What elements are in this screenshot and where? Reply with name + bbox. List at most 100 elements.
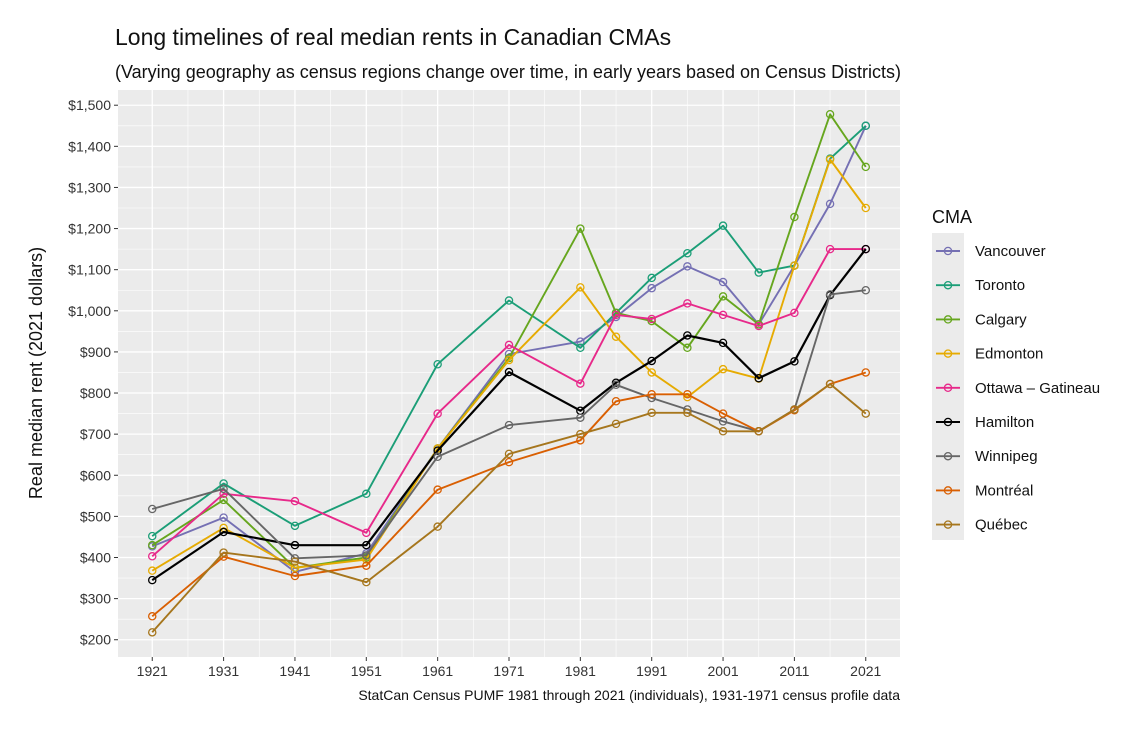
data-point xyxy=(718,338,728,348)
data-point xyxy=(683,299,692,308)
data-point xyxy=(362,561,371,570)
series-qu-bec xyxy=(147,379,871,637)
data-point xyxy=(825,244,835,254)
legend-label: Toronto xyxy=(975,277,1025,294)
data-point xyxy=(576,413,585,422)
data-point xyxy=(718,364,728,374)
legend-key-point xyxy=(943,246,953,256)
data-point xyxy=(718,409,728,418)
data-point xyxy=(576,429,585,439)
data-point xyxy=(825,199,835,209)
data-point xyxy=(504,457,514,467)
data-point xyxy=(362,551,371,560)
series-hamilton xyxy=(147,244,871,585)
data-point xyxy=(147,612,157,621)
data-point xyxy=(718,310,728,320)
series-ottawa-gatineau xyxy=(147,244,871,561)
data-point xyxy=(504,340,514,350)
y-tick-label: $1,000 xyxy=(68,303,111,319)
data-point xyxy=(683,248,692,258)
data-point xyxy=(647,283,656,293)
data-point xyxy=(147,540,157,550)
legend-key-point xyxy=(943,383,953,393)
y-tick-label: $700 xyxy=(80,426,111,442)
data-point xyxy=(504,296,514,305)
data-point xyxy=(290,521,300,531)
data-point xyxy=(362,540,371,550)
data-point xyxy=(825,110,835,119)
legend-title: CMA xyxy=(932,207,972,227)
data-point xyxy=(576,379,585,388)
x-tick-label: 1951 xyxy=(351,663,382,679)
data-point xyxy=(290,571,300,581)
data-point xyxy=(219,495,228,505)
legend-item: Hamilton xyxy=(936,414,1034,431)
data-point xyxy=(718,221,728,230)
legend-key-point xyxy=(943,280,953,290)
data-point xyxy=(611,397,621,406)
data-point xyxy=(219,479,228,488)
data-point xyxy=(861,409,871,418)
data-point xyxy=(362,489,371,499)
data-point xyxy=(433,446,442,455)
data-point xyxy=(647,273,656,283)
data-point xyxy=(718,292,728,301)
data-point xyxy=(576,337,585,346)
data-point xyxy=(825,379,835,389)
x-tick-label: 1921 xyxy=(137,663,168,679)
data-point xyxy=(861,121,871,131)
legend-item: Montréal xyxy=(936,482,1033,499)
data-point xyxy=(754,268,763,277)
data-point xyxy=(683,343,692,353)
data-point xyxy=(611,419,621,429)
series-edmonton xyxy=(147,155,871,575)
data-point xyxy=(861,244,871,254)
data-point xyxy=(647,408,656,418)
data-point xyxy=(433,409,442,418)
data-point xyxy=(147,531,157,541)
legend-label: Ottawa – Gatineau xyxy=(975,380,1100,397)
x-tick-label: 1941 xyxy=(279,663,310,679)
y-tick-label: $300 xyxy=(80,591,111,607)
data-point xyxy=(576,343,585,353)
y-tick-label: $1,100 xyxy=(68,262,111,278)
data-point xyxy=(683,408,692,418)
data-point xyxy=(825,290,835,299)
data-point xyxy=(147,504,157,514)
legend-label: Calgary xyxy=(975,311,1027,328)
data-point xyxy=(433,452,442,462)
data-point xyxy=(504,449,514,459)
data-point xyxy=(362,577,371,587)
legend-item: Vancouver xyxy=(936,243,1046,260)
data-point xyxy=(861,203,871,213)
data-point xyxy=(790,212,799,222)
data-point xyxy=(683,331,692,340)
data-point xyxy=(504,367,514,377)
x-tick-label: 2001 xyxy=(707,663,738,679)
chart-caption: StatCan Census PUMF 1981 through 2021 (i… xyxy=(358,687,900,703)
data-point xyxy=(362,528,371,538)
series-line xyxy=(151,158,867,572)
y-tick-label: $1,200 xyxy=(68,221,111,237)
data-point xyxy=(147,628,157,637)
legend-label: Montréal xyxy=(975,482,1033,499)
x-tick-label: 1971 xyxy=(493,663,524,679)
series-line xyxy=(151,248,866,558)
y-tick-label: $1,300 xyxy=(68,179,111,195)
data-point xyxy=(718,427,728,436)
legend-item: Québec xyxy=(936,517,1028,534)
data-point xyxy=(861,368,871,377)
data-point xyxy=(718,277,728,287)
legend-key-point xyxy=(943,349,953,358)
y-tick-label: $600 xyxy=(80,467,111,483)
y-axis: $200 $300 $400 $500 $600 $700 $800 $900 $1,000 $1… xyxy=(68,97,118,648)
data-point xyxy=(647,390,656,399)
data-point xyxy=(790,357,799,366)
data-point xyxy=(147,566,157,575)
data-point xyxy=(576,283,585,292)
data-point xyxy=(147,552,157,561)
data-point xyxy=(790,308,799,318)
data-point xyxy=(611,332,621,341)
data-point xyxy=(754,373,763,383)
